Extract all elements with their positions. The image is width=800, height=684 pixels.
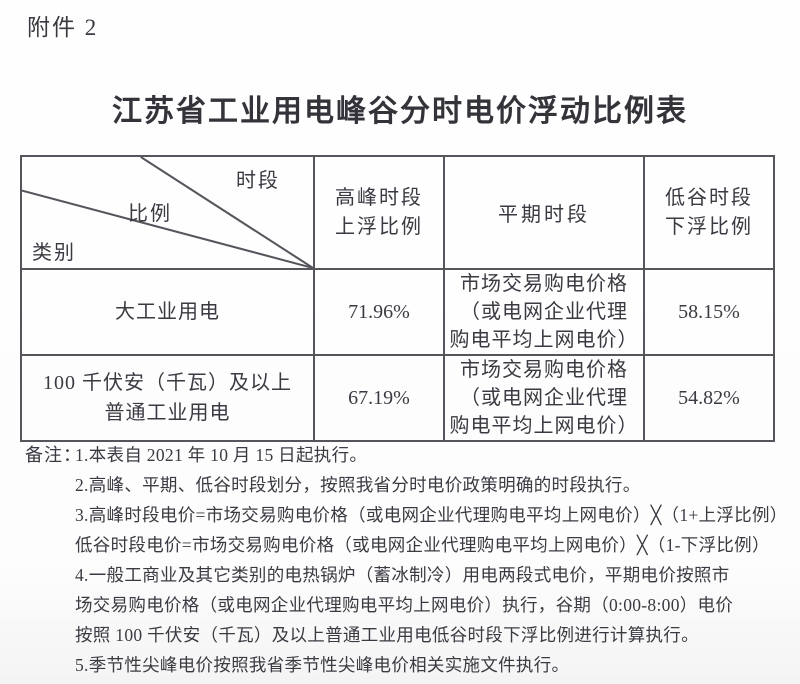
diagonal-divider-lines <box>22 157 313 268</box>
note-line: 低谷时段电价=市场交易购电价格（或电网企业代理购电平均上网电价）╳（1-下浮比例… <box>75 535 770 555</box>
peak-ratio-cell: 67.19% <box>313 354 445 442</box>
note-line: 4.一般工商业及其它类别的电热锅炉（蓄冰制冷）用电两段式电价，平期电价按照市 <box>75 565 730 585</box>
column-header-flat: 平期时段 <box>443 155 645 270</box>
corner-time-label: 时段 <box>236 170 280 192</box>
flat-period-cell: 市场交易购电价格 （或电网企业代理 购电平均上网电价） <box>443 354 645 442</box>
corner-ratio-label: 比例 <box>128 203 172 225</box>
note-line: 1.本表自 2021 年 10 月 15 日起执行。 <box>75 445 368 465</box>
notes-label: 备注： <box>25 445 82 465</box>
note-line: 场交易购电价格（或电网企业代理购电平均上网电价）执行，谷期（0:00-8:00）… <box>75 595 734 615</box>
column-header-peak: 高峰时段 上浮比例 <box>313 155 445 270</box>
corner-header-cell: 时段 比例 类别 <box>20 155 315 270</box>
attachment-label: 附件 2 <box>27 15 99 40</box>
column-header-valley: 低谷时段 下浮比例 <box>643 155 775 270</box>
table-row: 100 千伏安（千瓦）及以上 普通工业用电 67.19% 市场交易购电价格 （或… <box>20 354 775 442</box>
category-cell: 100 千伏安（千瓦）及以上 普通工业用电 <box>20 354 315 442</box>
valley-ratio-cell: 58.15% <box>643 268 775 356</box>
note-line: 按照 100 千伏安（千瓦）及以上普通工业用电低谷时段下浮比例进行计算执行。 <box>75 625 699 645</box>
page-title: 江苏省工业用电峰谷分时电价浮动比例表 <box>112 95 688 128</box>
category-cell: 大工业用电 <box>20 268 315 356</box>
note-line: 5.季节性尖峰电价按照我省季节性尖峰电价相关实施文件执行。 <box>75 655 570 675</box>
note-line: 3.高峰时段电价=市场交易购电价格（或电网企业代理购电平均上网电价）╳（1+上浮… <box>75 505 788 525</box>
notes-section: 备注： 1.本表自 2021 年 10 月 15 日起执行。 2.高峰、平期、低… <box>25 440 795 680</box>
notes-lines: 1.本表自 2021 年 10 月 15 日起执行。 2.高峰、平期、低谷时段划… <box>75 440 795 680</box>
table-header-row: 时段 比例 类别 高峰时段 上浮比例 平期时段 低谷时段 下浮比例 <box>20 155 775 270</box>
valley-ratio-cell: 54.82% <box>643 354 775 442</box>
note-line: 2.高峰、平期、低谷时段划分，按照我省分时电价政策明确的时段执行。 <box>75 475 641 495</box>
table-row: 大工业用电 71.96% 市场交易购电价格 （或电网企业代理 购电平均上网电价）… <box>20 268 775 356</box>
price-ratio-table: 时段 比例 类别 高峰时段 上浮比例 平期时段 低谷时段 下浮比例 大工业用电 … <box>20 155 775 442</box>
flat-period-cell: 市场交易购电价格 （或电网企业代理 购电平均上网电价） <box>443 268 645 356</box>
peak-ratio-cell: 71.96% <box>313 268 445 356</box>
corner-category-label: 类别 <box>32 242 76 264</box>
